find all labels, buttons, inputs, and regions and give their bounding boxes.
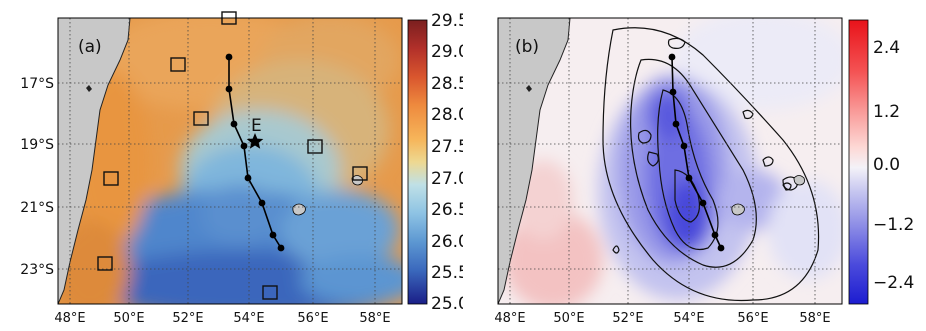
svg-text:54°E: 54°E: [673, 311, 704, 326]
svg-text:23°S: 23°S: [20, 262, 54, 278]
svg-text:56°E: 56°E: [297, 311, 328, 326]
panel-a-frame: [57, 17, 403, 305]
svg-text:2.4: 2.4: [873, 38, 900, 58]
map-grid-b: [498, 18, 842, 304]
svg-text:54°E: 54°E: [233, 311, 264, 326]
madagascar-land-b: [498, 18, 570, 304]
panel-b-label: (b): [515, 37, 539, 57]
svg-text:19°S: 19°S: [20, 137, 54, 153]
svg-text:28.5: 28.5: [431, 74, 463, 94]
svg-text:27.0: 27.0: [431, 169, 463, 189]
island-reunion: [292, 203, 306, 216]
colorbar-b-ticks: 2.4 1.2 0.0 −1.2 −2.4: [873, 38, 914, 293]
svg-text:17°S: 17°S: [20, 76, 54, 92]
svg-text:29.5: 29.5: [431, 11, 463, 31]
svg-text:28.0: 28.0: [431, 105, 463, 125]
svg-text:−1.2: −1.2: [873, 215, 914, 235]
anomaly-contours: [602, 27, 820, 302]
lon-tick-labels-b: 48°E 50°E 52°E 54°E 56°E 58°E: [494, 311, 830, 326]
svg-text:50°E: 50°E: [553, 311, 584, 326]
svg-text:26.0: 26.0: [431, 232, 463, 252]
panel-b: (b) 48°E 50°E 52°E 54°E 56°E 58°E 2.4 1.…: [463, 0, 926, 327]
point-label-e: E: [251, 116, 262, 136]
svg-text:52°E: 52°E: [172, 311, 203, 326]
svg-text:26.5: 26.5: [431, 200, 463, 220]
svg-text:0.0: 0.0: [873, 155, 900, 175]
lat-tick-labels: 17°S 19°S 21°S 23°S: [20, 76, 54, 278]
svg-text:48°E: 48°E: [494, 311, 525, 326]
madagascar-land: [58, 18, 130, 304]
svg-text:25.5: 25.5: [431, 263, 463, 283]
map-grid: [58, 18, 402, 304]
panel-b-svg: (b) 48°E 50°E 52°E 54°E 56°E 58°E 2.4 1.…: [494, 17, 914, 326]
svg-text:58°E: 58°E: [799, 311, 830, 326]
svg-text:21°S: 21°S: [20, 200, 54, 216]
svg-text:25.0: 25.0: [431, 294, 463, 314]
svg-text:48°E: 48°E: [54, 311, 85, 326]
anomaly-field: [498, 18, 842, 304]
svg-text:58°E: 58°E: [359, 311, 390, 326]
svg-text:27.5: 27.5: [431, 137, 463, 157]
panel-b-frame: [497, 17, 843, 305]
panel-a-svg: E (a) 17°S 19°S 21°S 23°S 48°E 50°E 52°E…: [20, 11, 469, 326]
panel-a-label: (a): [78, 37, 102, 57]
colorbar-b: [848, 19, 869, 305]
svg-text:29.0: 29.0: [431, 42, 463, 62]
svg-text:1.2: 1.2: [873, 102, 900, 122]
square-marker-icon: [97, 11, 368, 300]
svg-text:56°E: 56°E: [737, 311, 768, 326]
colorbar-a-ticks: 29.5 29.0 28.5 28.0 27.5 27.0 26.5 26.0 …: [431, 11, 469, 314]
svg-text:52°E: 52°E: [612, 311, 643, 326]
lon-tick-labels: 48°E 50°E 52°E 54°E 56°E 58°E: [54, 311, 390, 326]
svg-text:50°E: 50°E: [113, 311, 144, 326]
star-icon: [246, 133, 264, 149]
svg-text:−2.4: −2.4: [873, 273, 914, 293]
panel-a: E (a) 17°S 19°S 21°S 23°S 48°E 50°E 52°E…: [0, 0, 469, 327]
cyclone-track-b: [668, 53, 725, 252]
colorbar-a: [407, 19, 428, 305]
island-mauritius-b: [793, 175, 805, 186]
island-reunion-b: [731, 203, 745, 216]
cyclone-track: E: [225, 53, 285, 252]
sst-field: [58, 18, 402, 304]
